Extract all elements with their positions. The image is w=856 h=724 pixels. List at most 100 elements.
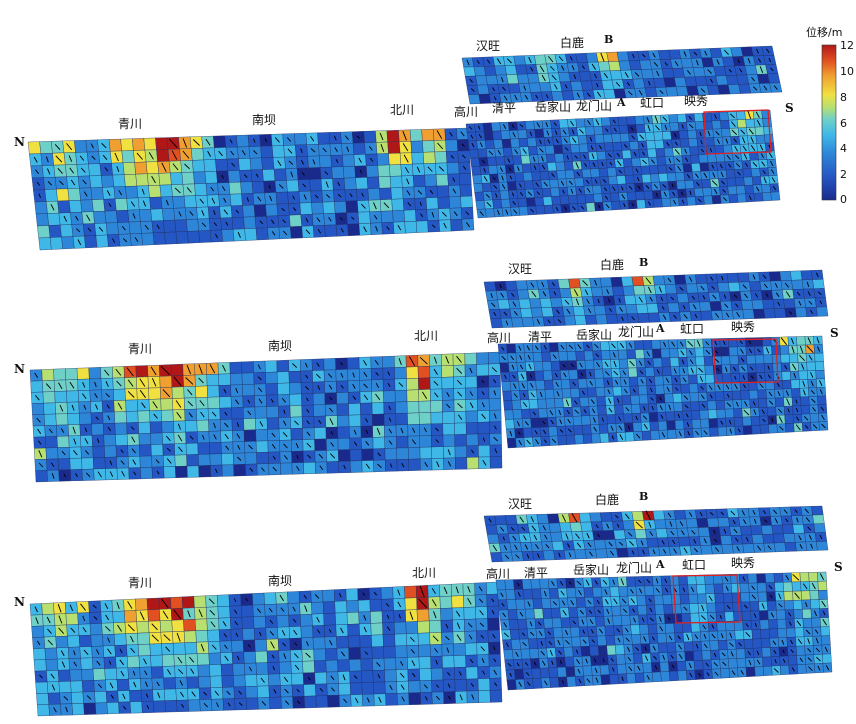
mesh-cell	[360, 402, 373, 415]
slip-vector	[278, 184, 284, 189]
slip-vector	[741, 510, 746, 516]
slip-vector	[91, 155, 96, 160]
slip-vector	[805, 517, 811, 523]
mesh-cell	[347, 623, 360, 637]
slip-vector	[527, 681, 531, 686]
mesh-cell	[219, 396, 232, 409]
slip-vector	[540, 641, 543, 646]
slip-vector	[694, 314, 698, 319]
mesh-cell	[504, 65, 518, 75]
slip-vector	[360, 203, 366, 209]
slip-vector	[576, 542, 582, 548]
mesh-cell	[469, 149, 479, 159]
mesh-cell	[795, 645, 806, 656]
mesh-cell	[475, 200, 486, 210]
slip-vector	[225, 445, 230, 451]
colorbar: 位移/m 12 10 8 6 4 2 0	[806, 25, 854, 206]
slip-vector	[66, 143, 73, 151]
slip-vector	[141, 402, 146, 409]
slip-vector	[642, 151, 646, 156]
slip-vector	[560, 581, 564, 586]
slip-vector	[330, 675, 335, 681]
mesh-cell	[772, 533, 786, 544]
slip-vector	[551, 438, 557, 443]
mesh-cell	[645, 131, 655, 141]
mesh-cell	[653, 198, 663, 208]
slip-vector	[589, 619, 594, 625]
slip-vector	[139, 389, 146, 398]
mesh-cell	[503, 400, 513, 411]
slip-vector	[573, 74, 577, 80]
mesh-cell	[518, 206, 529, 216]
slip-vector	[376, 427, 381, 435]
slip-vector	[73, 650, 76, 656]
mesh-cell	[809, 590, 820, 600]
mesh-cell	[439, 595, 453, 609]
slip-vector	[514, 149, 519, 154]
slip-vector	[542, 660, 546, 666]
slip-vector	[581, 65, 585, 70]
slip-vector	[173, 376, 182, 387]
mesh-cell	[314, 438, 327, 451]
slip-vector	[579, 362, 583, 368]
slip-vector	[671, 341, 676, 347]
mesh-cell	[227, 170, 241, 183]
mesh-cell	[242, 204, 256, 218]
slip-vector	[706, 672, 710, 677]
mesh-cell	[616, 663, 627, 675]
mesh-cell	[742, 543, 755, 554]
mesh-cell	[650, 173, 660, 183]
slip-vector	[165, 435, 171, 441]
slip-vector	[773, 85, 778, 90]
slip-vector	[684, 404, 689, 409]
slip-vector	[502, 86, 506, 91]
slip-vector	[292, 363, 298, 368]
slip-vector	[768, 400, 774, 405]
slip-vector	[280, 607, 285, 612]
slip-vector	[222, 186, 226, 192]
slip-vector	[46, 168, 51, 175]
place-label-beichuan: 北川	[414, 329, 438, 343]
mesh-cell	[694, 347, 705, 358]
slip-vector	[85, 450, 90, 455]
slip-vector	[733, 528, 738, 534]
slip-vector	[678, 644, 682, 650]
mesh-cell	[539, 667, 550, 679]
mesh-cell	[574, 434, 584, 445]
slip-vector	[431, 211, 435, 218]
slip-vector	[205, 138, 211, 146]
slip-vector	[469, 367, 473, 374]
slip-vector	[283, 443, 288, 449]
slip-vector	[115, 368, 122, 376]
panel-2-south-upper	[483, 269, 829, 329]
slip-vector	[387, 383, 391, 388]
mesh-cell	[367, 188, 381, 201]
mesh-cell	[487, 156, 497, 166]
slip-vector	[58, 615, 63, 624]
mesh-cell	[528, 82, 542, 93]
mesh-cell	[186, 218, 199, 232]
slip-vector	[563, 138, 568, 143]
mesh-cell	[68, 200, 83, 213]
mesh-cell	[445, 139, 458, 152]
slip-vector	[294, 653, 299, 659]
slip-vector	[63, 695, 69, 701]
slip-vector	[447, 683, 451, 688]
slip-vector	[443, 586, 448, 594]
slip-vector	[365, 429, 369, 434]
mesh-cell	[810, 599, 820, 610]
slip-vector	[543, 429, 547, 434]
slip-vector	[253, 150, 258, 155]
slip-vector	[819, 534, 823, 540]
mesh-cell	[657, 642, 668, 653]
mesh-cell	[289, 382, 302, 395]
slip-vector	[493, 646, 496, 651]
slip-vector	[545, 94, 549, 99]
slip-vector	[634, 72, 640, 77]
mesh-cell	[655, 528, 668, 539]
slip-vector	[791, 667, 795, 672]
slip-vector	[459, 694, 463, 701]
slip-vector	[805, 629, 811, 635]
slip-vector	[757, 58, 762, 63]
mesh-cell	[529, 298, 542, 309]
